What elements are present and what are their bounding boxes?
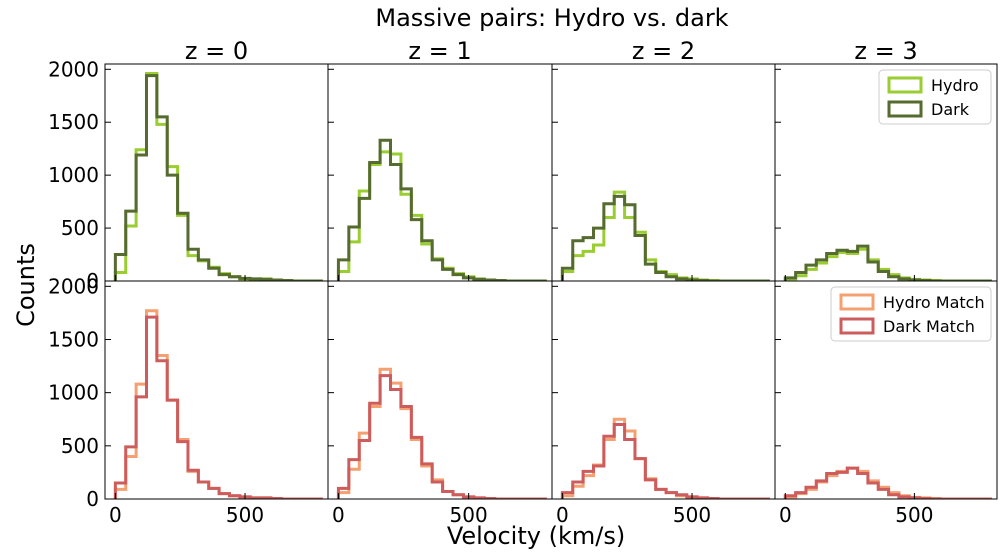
figure-suptitle: Massive pairs: Hydro vs. dark <box>375 4 728 32</box>
y-tick-label: 2000 <box>48 274 99 298</box>
y-tick-label: 0 <box>86 487 99 511</box>
y-tick-label: 2000 <box>48 57 99 81</box>
panel-r1-c1: 0 500 <box>327 280 553 527</box>
column-title: z = 2 <box>632 37 695 65</box>
histogram-dark-match <box>336 374 547 499</box>
panel-r0-c0: 0 500 1000 1500 2000 <box>48 57 329 293</box>
panel-frame <box>551 280 776 500</box>
y-tick-label: 1500 <box>48 110 99 134</box>
figure-ylabel: Counts <box>12 243 40 327</box>
x-tick-label: 0 <box>556 503 569 527</box>
histogram-dark <box>336 138 547 281</box>
legend-swatch <box>839 293 875 311</box>
panel-frame <box>327 280 553 500</box>
panel-r1-c3: 0 500 Hydro Match Dark Match <box>774 280 998 527</box>
legend-swatch <box>887 76 923 94</box>
panel-grid: 0 500 1000 1500 2000 Hydro Dark 0 500 1000 1500 200… <box>48 57 998 527</box>
legend-swatch <box>887 100 923 118</box>
x-tick-label: 500 <box>226 503 264 527</box>
histogram-dark <box>113 74 323 281</box>
legend-swatch <box>839 317 875 335</box>
x-tick-label: 0 <box>779 503 792 527</box>
legend-label: Dark Match <box>883 317 975 336</box>
legend-label: Dark <box>931 100 970 119</box>
x-tick-label: 500 <box>450 503 488 527</box>
figure-xlabel: Velocity (km/s) <box>447 522 625 550</box>
panel-frame <box>104 280 329 500</box>
y-tick-label: 0 <box>86 269 99 293</box>
x-tick-label: 0 <box>332 503 345 527</box>
histogram-dark-match <box>560 423 770 499</box>
legend-row-1: Hydro Match Dark Match <box>830 286 992 342</box>
x-tick-label: 0 <box>109 503 122 527</box>
panel-r0-c2 <box>551 63 776 282</box>
y-tick-label: 500 <box>61 434 99 458</box>
y-tick-label: 1500 <box>48 327 99 351</box>
column-title: z = 3 <box>854 37 917 65</box>
legend-box <box>830 286 992 342</box>
y-tick-label: 1000 <box>48 163 99 187</box>
histogram-hydro-match <box>560 417 770 499</box>
panel-frame <box>774 280 998 500</box>
panel-r1-c0: 0 500 1000 1500 2000 0 500 <box>48 274 329 527</box>
legend-label: Hydro <box>931 76 979 95</box>
histogram-dark <box>783 244 992 281</box>
column-title: z = 0 <box>185 37 248 65</box>
panel-frame <box>104 63 329 282</box>
panel-r0-c1 <box>327 63 553 282</box>
legend-box <box>878 69 992 125</box>
y-tick-label: 1000 <box>48 381 99 405</box>
histogram-dark <box>560 194 770 281</box>
panel-frame <box>551 63 776 282</box>
panel-frame <box>327 63 553 282</box>
histogram-dark-match <box>783 466 992 499</box>
column-title: z = 1 <box>408 37 471 65</box>
y-tick-label: 500 <box>61 216 99 240</box>
panel-r0-c3: Hydro Dark <box>774 63 998 282</box>
x-tick-label: 500 <box>673 503 711 527</box>
legend-label: Hydro Match <box>883 293 985 312</box>
legend-row-0: Hydro Dark <box>878 69 992 125</box>
panel-r1-c2: 0 500 <box>551 280 776 527</box>
column-titles: z = 0 z = 1 z = 2 z = 3 <box>185 37 918 65</box>
x-tick-label: 500 <box>895 503 933 527</box>
histogram-dark-match <box>113 315 323 499</box>
